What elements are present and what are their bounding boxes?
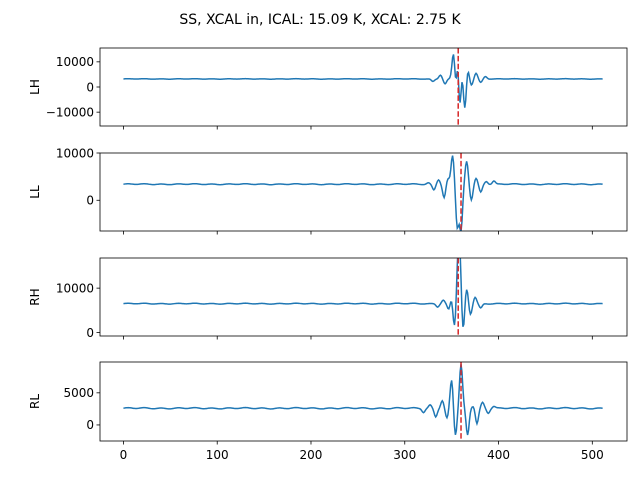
axes-frame <box>99 257 628 337</box>
axes-frame <box>99 47 628 127</box>
x-tick-label: 400 <box>487 448 510 462</box>
y-axis-label: LL <box>28 185 42 199</box>
y-axis-label: RL <box>28 394 42 409</box>
y-axis-label: RH <box>28 288 42 305</box>
y-tick-label: −10000 <box>46 105 94 119</box>
x-tick-label: 500 <box>581 448 604 462</box>
y-tick-label: 0 <box>86 326 94 340</box>
subplot-2: 0 10000 LL <box>28 146 628 235</box>
y-tick-label: 0 <box>86 418 94 432</box>
subplot-grid: −10000 0 10000 LH 0 10000 LL 0 10000 RH 0 5000 0 100 2… <box>28 47 628 462</box>
signal-line <box>123 54 603 108</box>
axes-frame <box>99 152 628 232</box>
y-tick-label: 10000 <box>56 281 94 295</box>
y-tick-label: 10000 <box>56 55 94 69</box>
y-tick-label: 0 <box>86 194 94 208</box>
signal-line <box>123 258 603 328</box>
y-tick-label: 0 <box>86 80 94 94</box>
axes-frame <box>99 361 628 442</box>
subplot-1: −10000 0 10000 LH <box>28 47 628 130</box>
y-tick-label: 5000 <box>63 386 94 400</box>
x-tick-label: 300 <box>393 448 416 462</box>
y-tick-label: 10000 <box>56 146 94 160</box>
subplot-4: 0 5000 0 100 200 300 400 500 RL <box>28 361 628 462</box>
signal-line <box>123 155 603 231</box>
subplot-3: 0 10000 RH <box>28 257 628 340</box>
x-tick-label: 200 <box>300 448 323 462</box>
signal-line <box>123 364 603 436</box>
figure-title: SS, XCAL in, ICAL: 15.09 K, XCAL: 2.75 K <box>179 12 461 28</box>
y-axis-label: LH <box>28 79 42 95</box>
x-tick-label: 0 <box>120 448 128 462</box>
x-tick-label: 100 <box>206 448 229 462</box>
